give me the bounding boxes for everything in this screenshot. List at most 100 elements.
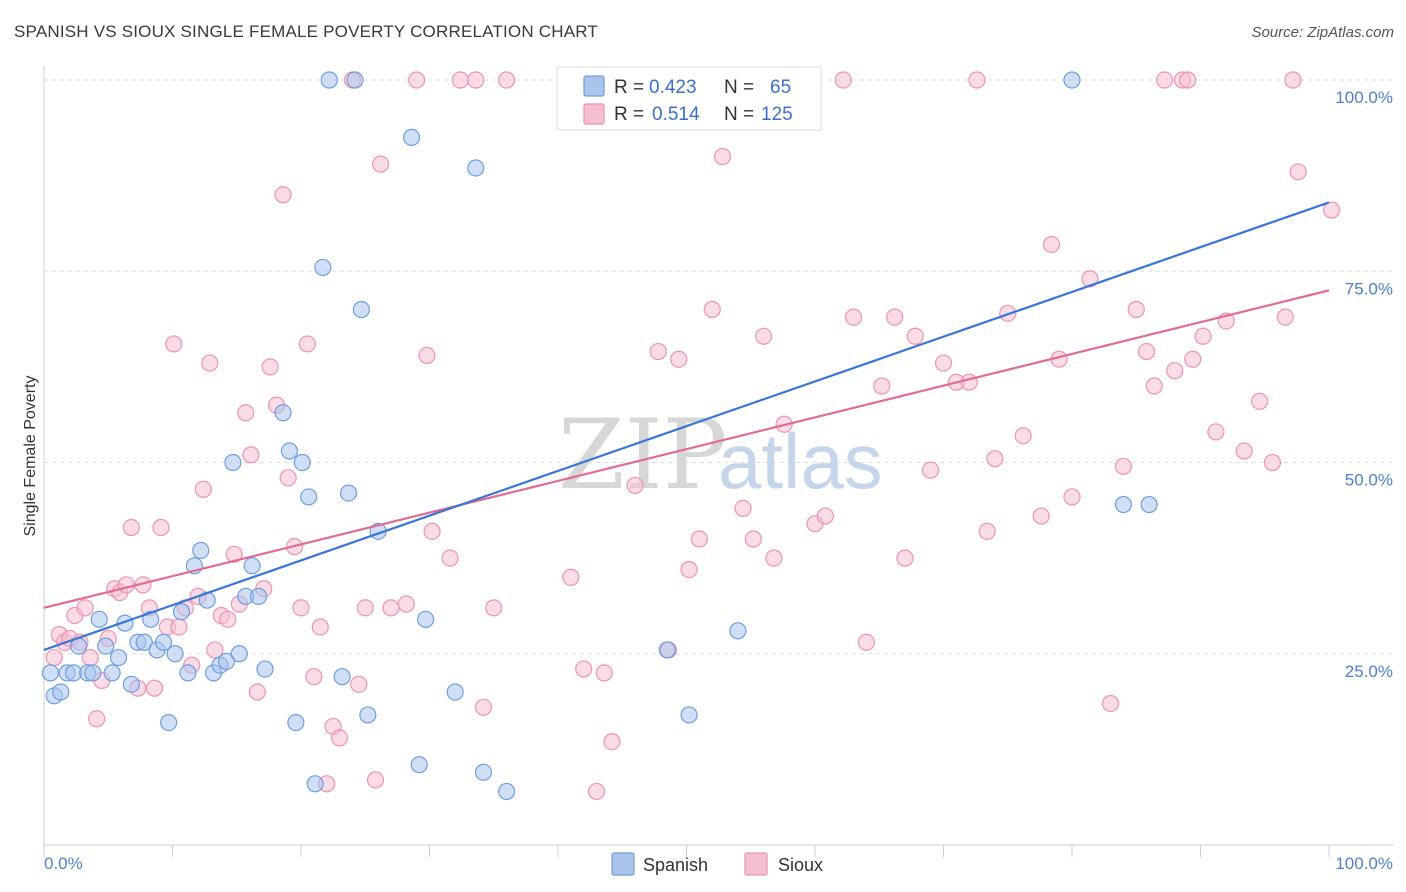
sioux-point [1014,427,1032,445]
y-tick-label: 75.0% [1345,279,1393,298]
spanish-point [97,637,115,655]
bottom-legend-spanish-label: Spanish [643,855,708,875]
watermark-zip: ZIP [558,399,727,511]
sioux-point [816,507,834,525]
sioux-point [88,710,106,728]
y-axis-title: Single Female Poverty [22,376,39,537]
spanish-point [417,610,435,628]
sioux-points [45,71,1341,801]
sioux-point [298,335,317,353]
sioux-point [922,461,940,479]
sioux-point [305,668,323,686]
y-tick-label: 50.0% [1345,471,1393,490]
sioux-point [765,549,783,567]
series-legend: Spanish Sioux [611,852,823,876]
sioux-point [194,480,212,498]
sioux-point [292,599,310,617]
sioux-point [76,599,94,617]
spanish-point [1063,71,1081,89]
sioux-point [1114,457,1133,475]
sioux-point [350,675,368,693]
y-tick-label: 25.0% [1345,662,1393,681]
sioux-point [1155,71,1174,89]
spanish-point [410,756,428,774]
spanish-point [306,775,324,793]
sioux-point [467,71,485,89]
sioux-point [1081,270,1099,288]
sioux-point [408,71,426,89]
sioux-point [1032,507,1050,525]
sioux-point [603,733,621,751]
sioux-point [896,549,914,567]
sioux-point [248,683,266,701]
sioux-point [1179,71,1197,89]
spanish-point [293,453,311,472]
sioux-point [1063,488,1081,506]
spanish-point [52,683,70,701]
legend-spanish-r-value: 0.423 [649,77,697,98]
spanish-trend-line [43,201,1330,651]
sioux-point [418,346,436,364]
spanish-point [287,713,305,732]
bottom-legend-sioux-swatch [744,852,768,876]
sioux-point [857,633,876,651]
sioux-point [45,648,63,667]
sioux-point [279,469,297,487]
sioux-point [595,664,613,682]
watermark: ZIP atlas [558,399,883,511]
sioux-point [934,354,953,372]
sioux-point [1263,453,1282,472]
spanish-point [166,645,184,663]
spanish-point [122,675,140,693]
spanish-point [243,557,261,575]
sioux-point [122,518,140,537]
spanish-point [179,664,197,682]
sioux-point [356,599,374,617]
spanish-point [249,587,268,605]
spanish-point [280,442,299,460]
sioux-point [441,549,459,567]
sioux-point [1145,377,1163,395]
spanish-point [217,652,236,671]
spanish-point [680,706,698,724]
sioux-point [1289,163,1307,181]
sioux-point [587,782,606,801]
legend-spanish-swatch [583,75,605,97]
sioux-point [1251,392,1269,410]
spanish-point [352,300,370,319]
sioux-point [152,518,170,537]
sioux-trend-line [43,289,1330,609]
sioux-point [703,300,721,319]
x-tick-min: 0.0% [44,854,83,873]
sioux-point [575,660,593,678]
spanish-point [256,660,274,678]
sioux-point [274,186,292,204]
sioux-point [626,476,644,495]
sioux-point [754,327,773,345]
spanish-point [446,683,464,701]
chart-title: SPANISH VS SIOUX SINGLE FEMALE POVERTY C… [14,22,598,41]
sioux-point [219,610,237,628]
spanish-point [135,633,153,651]
spanish-point [109,648,128,667]
legend-spanish-r-label: R = [614,77,644,98]
sioux-point [986,450,1004,468]
sioux-point [886,308,904,326]
spanish-point [192,541,210,560]
sioux-point [744,530,762,548]
sioux-point [145,679,164,697]
spanish-point [103,664,121,682]
spanish-point [474,763,493,781]
legend-sioux-r-label: R = [614,104,644,125]
sioux-point [474,698,493,716]
sioux-point [1322,201,1341,219]
spanish-point [160,713,178,732]
sioux-point [498,71,516,89]
spanish-point [224,453,242,472]
spanish-point [90,610,108,628]
sioux-point [423,522,441,540]
sioux-point [1284,71,1302,89]
sioux-point [225,545,243,563]
sioux-point [680,560,698,579]
